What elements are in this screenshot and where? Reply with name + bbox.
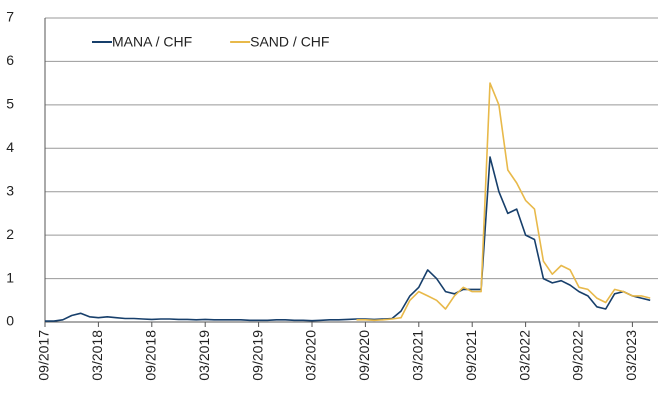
- y-tick-label: 4: [6, 139, 14, 155]
- series-line: [45, 156, 651, 322]
- y-tick-label: 0: [6, 313, 14, 329]
- x-tick-label: 09/2019: [249, 330, 265, 381]
- x-tick-label: 03/2021: [410, 330, 426, 381]
- y-tick-label: 5: [6, 96, 14, 112]
- x-tick-label: 03/2023: [623, 330, 639, 381]
- y-tick-label: 2: [6, 226, 14, 242]
- legend-label: SAND / CHF: [250, 34, 329, 50]
- series-line: [356, 82, 651, 322]
- x-tick-label: 03/2019: [196, 330, 212, 381]
- x-tick-label: 03/2018: [89, 330, 105, 381]
- x-tick-label: 09/2021: [463, 330, 479, 381]
- y-tick-label: 3: [6, 182, 14, 198]
- x-tick-label: 09/2017: [36, 330, 52, 381]
- y-tick-label: 6: [6, 52, 14, 68]
- y-tick-label: 7: [6, 9, 14, 25]
- x-tick-label: 09/2018: [143, 330, 159, 381]
- legend-label: MANA / CHF: [112, 34, 192, 50]
- x-tick-label: 03/2020: [303, 330, 319, 381]
- x-tick-label: 03/2022: [516, 330, 532, 381]
- x-tick-label: 09/2022: [570, 330, 586, 381]
- x-tick-label: 09/2020: [356, 330, 372, 381]
- y-tick-label: 1: [6, 269, 14, 285]
